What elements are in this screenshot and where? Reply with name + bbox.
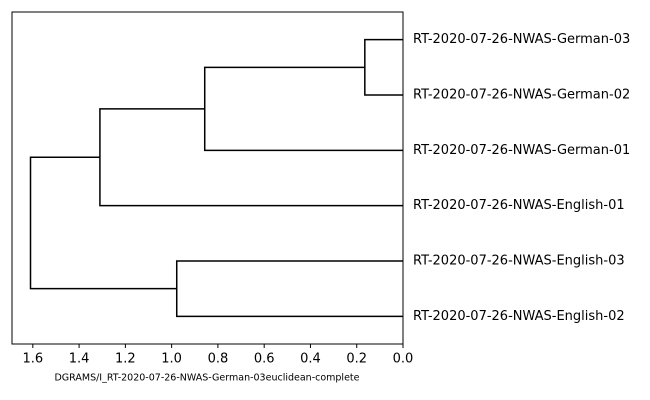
x-tick-label: 1.2 xyxy=(115,352,136,367)
x-tick-label: 1.4 xyxy=(69,352,90,367)
dendrogram-link xyxy=(175,260,403,318)
dendrogram-link xyxy=(29,156,177,290)
leaf-label: RT-2020-07-26-NWAS-German-03 xyxy=(413,32,630,47)
leaf-label: RT-2020-07-26-NWAS-German-01 xyxy=(413,143,630,158)
leaf-label: RT-2020-07-26-NWAS-English-03 xyxy=(413,254,625,269)
plot-frame xyxy=(11,11,404,345)
dendrogram-link xyxy=(364,38,403,96)
dendrogram-link xyxy=(203,66,403,152)
dendrogram-link xyxy=(99,108,403,207)
x-tick-label: 0.6 xyxy=(254,352,275,367)
x-tick-label: 0.4 xyxy=(300,352,321,367)
x-tick-label: 0.2 xyxy=(346,352,367,367)
leaf-label: RT-2020-07-26-NWAS-German-02 xyxy=(413,88,630,103)
leaf-label: RT-2020-07-26-NWAS-English-02 xyxy=(413,309,625,324)
x-tick-label: 1.0 xyxy=(161,352,182,367)
x-tick-label: 1.6 xyxy=(22,352,43,367)
x-axis-label: DGRAMS/I_RT-2020-07-26-NWAS-German-03euc… xyxy=(54,373,359,384)
x-tick-label: 0.8 xyxy=(208,352,229,367)
x-tick-label: 0.0 xyxy=(393,352,414,367)
leaf-label: RT-2020-07-26-NWAS-English-01 xyxy=(413,198,625,213)
